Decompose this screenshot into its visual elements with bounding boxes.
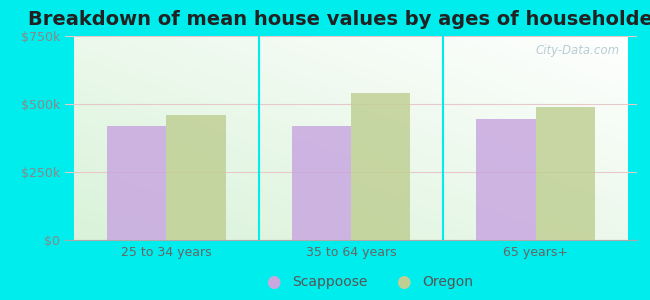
Text: City-Data.com: City-Data.com <box>536 44 620 57</box>
Title: Breakdown of mean house values by ages of householders: Breakdown of mean house values by ages o… <box>28 10 650 29</box>
Text: Oregon: Oregon <box>422 275 473 289</box>
Bar <box>166 115 226 240</box>
Bar <box>536 107 595 240</box>
Bar <box>351 93 410 240</box>
Text: ●: ● <box>396 273 410 291</box>
Text: ●: ● <box>266 273 280 291</box>
Bar <box>476 119 536 240</box>
Bar <box>292 126 351 240</box>
Bar <box>107 126 166 240</box>
Text: Scappoose: Scappoose <box>292 275 368 289</box>
